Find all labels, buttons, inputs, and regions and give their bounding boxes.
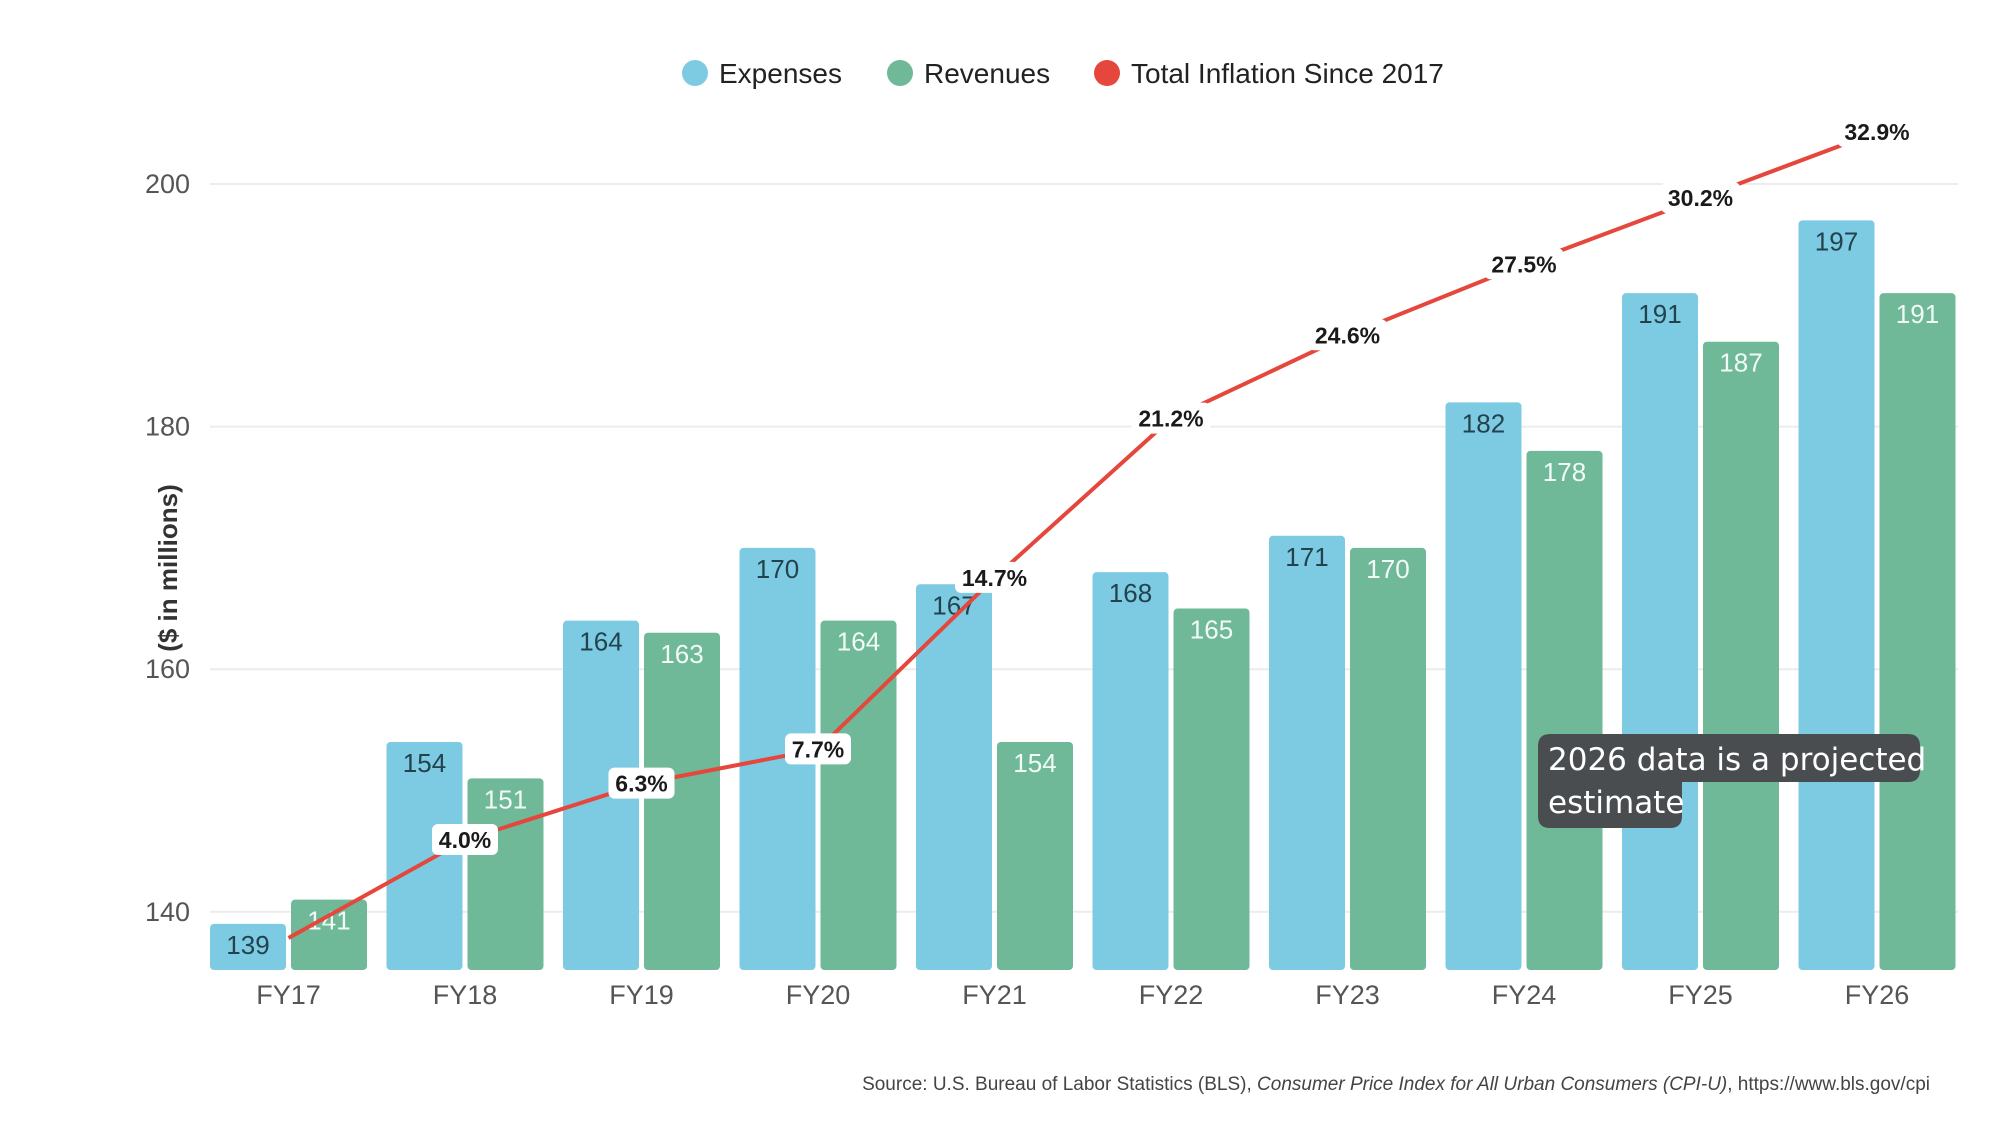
source-title: Consumer Price Index for All Urban Consu… bbox=[1257, 1074, 1728, 1095]
bar-value-label-expenses: 182 bbox=[1462, 408, 1505, 438]
bar-value-label-expenses: 164 bbox=[579, 627, 622, 657]
legend-swatch-total-inflation-since-2017 bbox=[1094, 60, 1120, 86]
legend-label-revenues: Revenues bbox=[924, 58, 1050, 89]
inflation-label-bg bbox=[1661, 182, 1740, 214]
y-tick-label: 140 bbox=[145, 897, 190, 927]
bars bbox=[210, 220, 1956, 971]
legend: Expenses Revenues Total Inflation Since 20… bbox=[682, 58, 1444, 89]
source-suffix: , https://www.bls.gov/cpi bbox=[1727, 1074, 1930, 1095]
x-tick-label: FY23 bbox=[1315, 980, 1380, 1010]
bar-value-label-expenses: 191 bbox=[1638, 299, 1681, 329]
inflation-value-label: 14.7% bbox=[962, 565, 1027, 591]
bar-value-label-expenses: 171 bbox=[1285, 542, 1328, 572]
bar-value-label-revenues: 151 bbox=[484, 784, 527, 814]
inflation-label-bg bbox=[785, 733, 851, 765]
x-tick-label: FY26 bbox=[1845, 980, 1910, 1010]
bar-value-label-expenses: 170 bbox=[756, 554, 799, 584]
bar-expenses-fy24 bbox=[1445, 402, 1522, 971]
bar-value-label-expenses: 168 bbox=[1109, 578, 1152, 608]
legend-swatch-expenses bbox=[682, 60, 708, 86]
legend-label-expenses: Expenses bbox=[719, 58, 842, 89]
inflation-value-label: 21.2% bbox=[1138, 406, 1203, 432]
bar-value-label-expenses: 154 bbox=[403, 748, 446, 778]
source-prefix: Source: U.S. Bureau of Labor Statistics … bbox=[862, 1074, 1258, 1095]
inflation-value-label: 27.5% bbox=[1491, 251, 1556, 277]
bar-revenues-fy26 bbox=[1879, 293, 1956, 970]
bar-expenses-fy22 bbox=[1092, 572, 1169, 970]
x-tick-label: FY21 bbox=[962, 980, 1027, 1010]
inflation-line: 4.0% 6.3% 7.7% 14.7% 21.2% 24.6% 27.5% 30.2% 32.… bbox=[287, 115, 1917, 940]
y-axis-ticks: 140 160 180 200 bbox=[145, 169, 190, 927]
x-tick-label: FY24 bbox=[1492, 980, 1557, 1010]
bar-value-label-revenues: 165 bbox=[1190, 615, 1233, 645]
inflation-label-bg bbox=[955, 561, 1034, 593]
inflation-label-bg bbox=[1484, 248, 1564, 280]
bar-value-label-revenues: 170 bbox=[1366, 554, 1409, 584]
inflation-label-bg bbox=[608, 767, 675, 799]
inflation-value-label: 30.2% bbox=[1668, 185, 1733, 211]
bar-revenues-fy24 bbox=[1526, 450, 1603, 970]
y-tick-label: 180 bbox=[145, 412, 190, 442]
x-tick-label: FY19 bbox=[609, 980, 674, 1010]
bar-revenues-fy21 bbox=[997, 741, 1073, 970]
bar-expenses-fy17 bbox=[210, 923, 286, 970]
inflation-value-label: 24.6% bbox=[1315, 322, 1380, 348]
inflation-label-bg bbox=[1837, 115, 1917, 147]
inflation-value-label: 7.7% bbox=[792, 736, 844, 762]
x-tick-label: FY18 bbox=[433, 980, 498, 1010]
bar-value-label-revenues: 154 bbox=[1013, 748, 1056, 778]
note-box bbox=[1538, 734, 1920, 828]
bar-value-label-revenues: 141 bbox=[307, 906, 350, 936]
note-text-line: 2026 data is a projected bbox=[1548, 742, 1926, 778]
inflation-label-bg bbox=[432, 824, 498, 855]
bar-value-label-revenues: 187 bbox=[1719, 348, 1762, 378]
x-tick-label: FY20 bbox=[786, 980, 851, 1010]
x-tick-label: FY22 bbox=[1139, 980, 1204, 1010]
bar-revenues-fy20 bbox=[820, 620, 897, 970]
bar-revenues-fy17 bbox=[291, 899, 367, 970]
y-tick-label: 160 bbox=[145, 654, 190, 684]
bar-expenses-fy18 bbox=[386, 741, 463, 970]
y-axis-title: ($ in millions) bbox=[153, 484, 183, 652]
legend-label-total-inflation-since-2017: Total Inflation Since 2017 bbox=[1131, 58, 1444, 89]
bar-expenses-fy21 bbox=[916, 584, 992, 970]
bar-revenues-fy19 bbox=[644, 632, 720, 970]
x-axis-ticks: FY17 FY18 FY19 FY20 FY21 FY22 FY23 FY24 FY25 FY26 bbox=[256, 980, 1909, 1010]
x-tick-label: FY17 bbox=[256, 980, 321, 1010]
bar-value-label-revenues: 164 bbox=[837, 627, 880, 657]
legend-swatch-revenues bbox=[887, 60, 913, 86]
bar-revenues-fy23 bbox=[1350, 547, 1426, 970]
inflation-line-path bbox=[287, 130, 1878, 940]
bar-revenues-fy22 bbox=[1173, 608, 1250, 970]
bar-expenses-fy23 bbox=[1269, 535, 1345, 970]
x-tick-label: FY25 bbox=[1668, 980, 1733, 1010]
inflation-label-bg bbox=[1308, 319, 1387, 351]
source-note: Source: U.S. Bureau of Labor Statistics … bbox=[862, 1074, 1930, 1096]
bar-value-label-revenues: 163 bbox=[660, 639, 703, 669]
inflation-value-label: 4.0% bbox=[439, 827, 491, 853]
y-tick-label: 200 bbox=[145, 169, 190, 199]
bar-value-label-expenses: 139 bbox=[226, 930, 269, 960]
projection-note: 2026 data is a projected estimate bbox=[1538, 734, 1926, 828]
inflation-value-label: 32.9% bbox=[1844, 119, 1909, 145]
bar-value-label-revenues: 191 bbox=[1896, 299, 1939, 329]
bar-revenues-fy25 bbox=[1703, 341, 1779, 970]
inflation-label-bg bbox=[1131, 402, 1211, 434]
bar-expenses-fy25 bbox=[1622, 293, 1698, 970]
note-text-line: estimate bbox=[1548, 785, 1684, 821]
bar-value-label-expenses: 197 bbox=[1815, 226, 1858, 256]
inflation-value-label: 6.3% bbox=[615, 771, 667, 797]
bar-value-label-revenues: 178 bbox=[1543, 457, 1586, 487]
bar-expenses-fy26 bbox=[1798, 220, 1875, 970]
